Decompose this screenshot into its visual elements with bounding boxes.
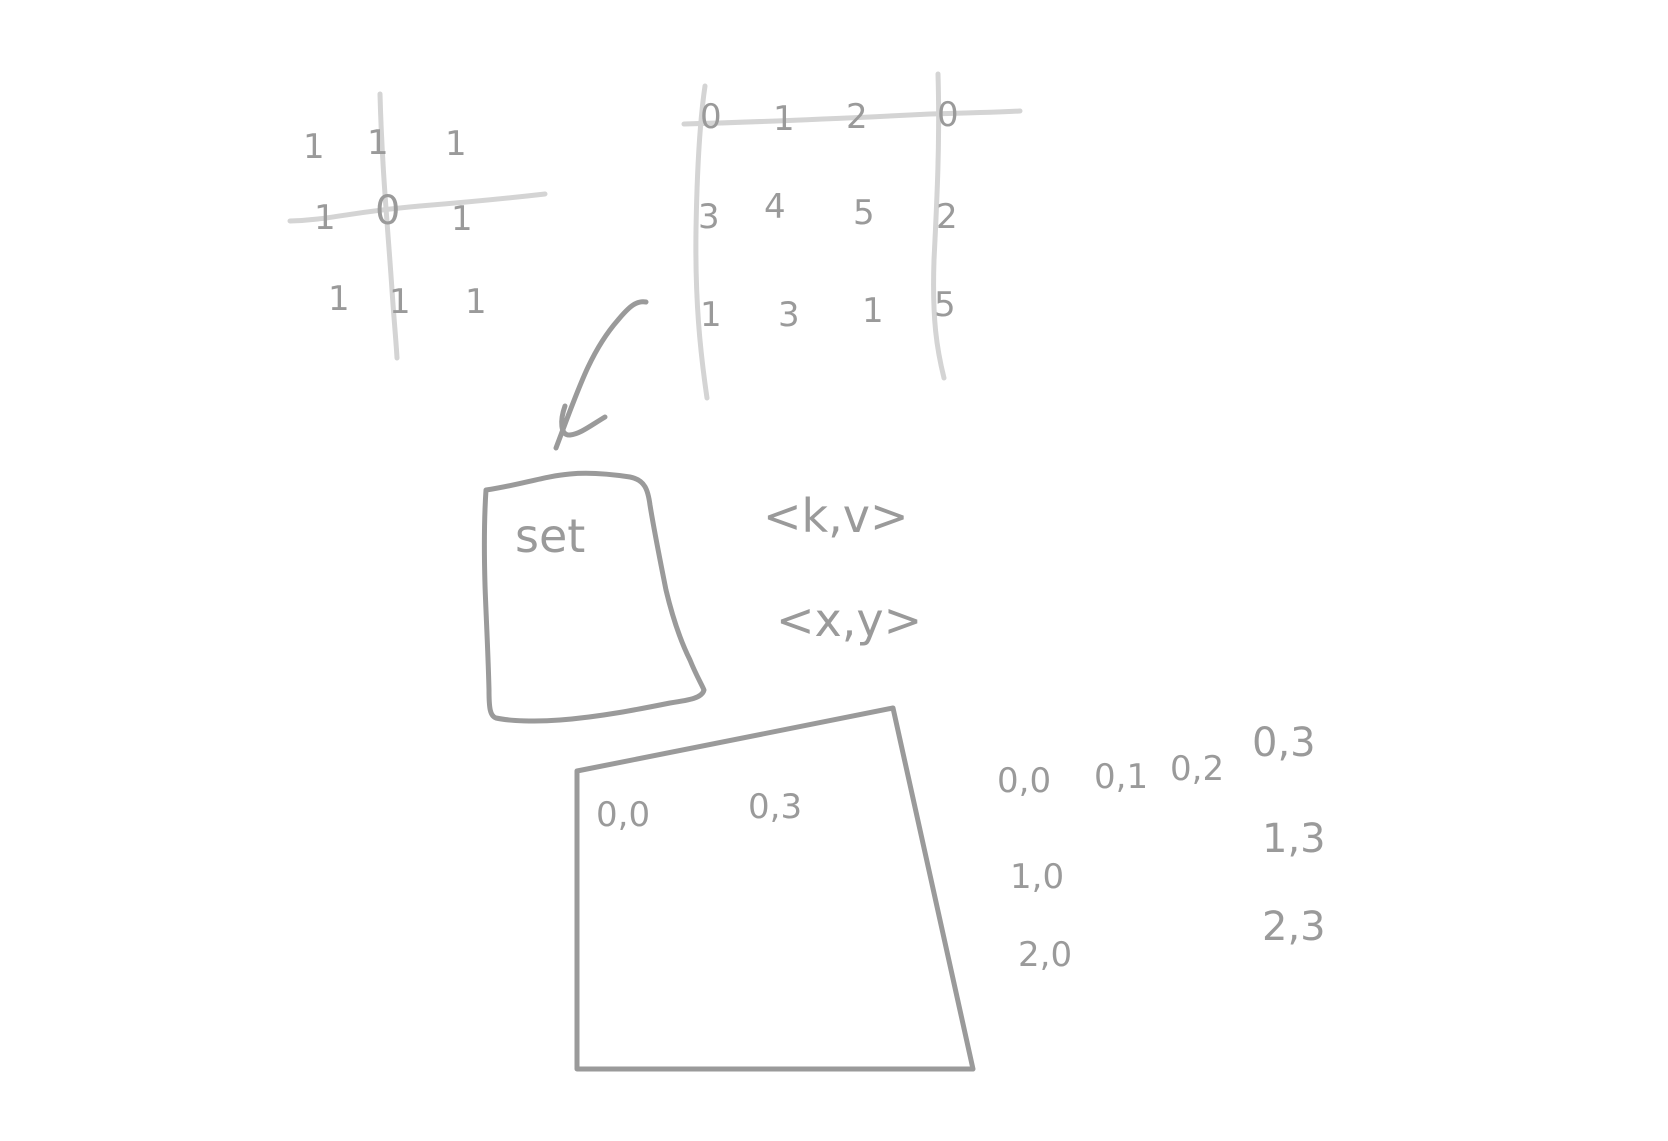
set-box-outline — [481, 470, 707, 724]
coord-top-0-0: 0,0 — [997, 761, 1051, 801]
right-grid-cell-r2c4: 2 — [936, 197, 958, 237]
right-grid-cell-r1c4: 0 — [937, 95, 959, 135]
left-grid: 1 1 1 1 0 1 1 1 1 — [287, 91, 548, 361]
left-grid-horizontal-line — [287, 191, 548, 224]
xy-pair-label: <x,y> — [776, 593, 922, 647]
matrix-box: 0,0 0,3 — [574, 705, 976, 1072]
right-grid-cell-r1c1: 0 — [700, 97, 722, 137]
set-box: set — [481, 470, 707, 724]
left-grid-cell-r2c2: 0 — [375, 188, 400, 234]
right-grid-cell-r3c2: 3 — [778, 295, 800, 335]
coord-right-2-3: 2,3 — [1262, 904, 1326, 950]
left-grid-cell-r2c3: 1 — [451, 199, 473, 239]
left-grid-cell-r3c1: 1 — [328, 279, 350, 319]
set-label: set — [515, 509, 585, 563]
left-grid-cell-r2c1: 1 — [314, 198, 336, 238]
right-grid-horizontal-line — [681, 108, 1023, 127]
left-grid-cell-r3c2: 1 — [389, 282, 411, 322]
right-grid-cell-r1c2: 1 — [773, 99, 795, 139]
coord-top-0-1: 0,1 — [1094, 757, 1148, 797]
coord-left-2-0: 2,0 — [1018, 935, 1072, 975]
curved-arrow — [553, 299, 649, 451]
left-grid-cell-r1c1: 1 — [303, 127, 325, 167]
right-grid-right-vertical-line — [931, 71, 947, 381]
coord-top-0-2: 0,2 — [1170, 749, 1224, 789]
matrix-box-outline — [574, 705, 976, 1072]
left-grid-cell-r3c3: 1 — [465, 282, 487, 322]
pair-notations: <k,v> <x,y> — [763, 489, 922, 647]
matrix-top-left-label: 0,0 — [596, 795, 650, 835]
coord-top-0-3: 0,3 — [1252, 720, 1316, 766]
left-grid-cell-r1c2: 1 — [367, 123, 389, 163]
arrow-head — [559, 403, 608, 438]
left-grid-cell-r1c3: 1 — [445, 124, 467, 164]
right-grid: 0 1 2 0 3 4 5 2 1 3 1 5 — [681, 71, 1023, 401]
kv-pair-label: <k,v> — [763, 489, 909, 543]
matrix-top-right-label: 0,3 — [748, 787, 802, 827]
arrow-shaft — [553, 299, 649, 451]
right-grid-cell-r2c3: 5 — [853, 193, 875, 233]
right-grid-cell-r2c2: 4 — [764, 187, 786, 227]
left-grid-vertical-line — [377, 91, 400, 361]
right-grid-cell-r3c4: 5 — [934, 285, 956, 325]
right-grid-cell-r2c1: 3 — [698, 197, 720, 237]
right-grid-cell-r3c3: 1 — [862, 291, 884, 331]
coord-left-1-0: 1,0 — [1010, 857, 1064, 897]
coord-right-1-3: 1,3 — [1262, 816, 1326, 862]
right-grid-cell-r3c1: 1 — [700, 295, 722, 335]
coordinate-list: 0,0 0,1 0,2 0,3 1,0 2,0 1,3 2,3 — [997, 720, 1326, 975]
right-grid-cell-r1c3: 2 — [846, 97, 868, 137]
